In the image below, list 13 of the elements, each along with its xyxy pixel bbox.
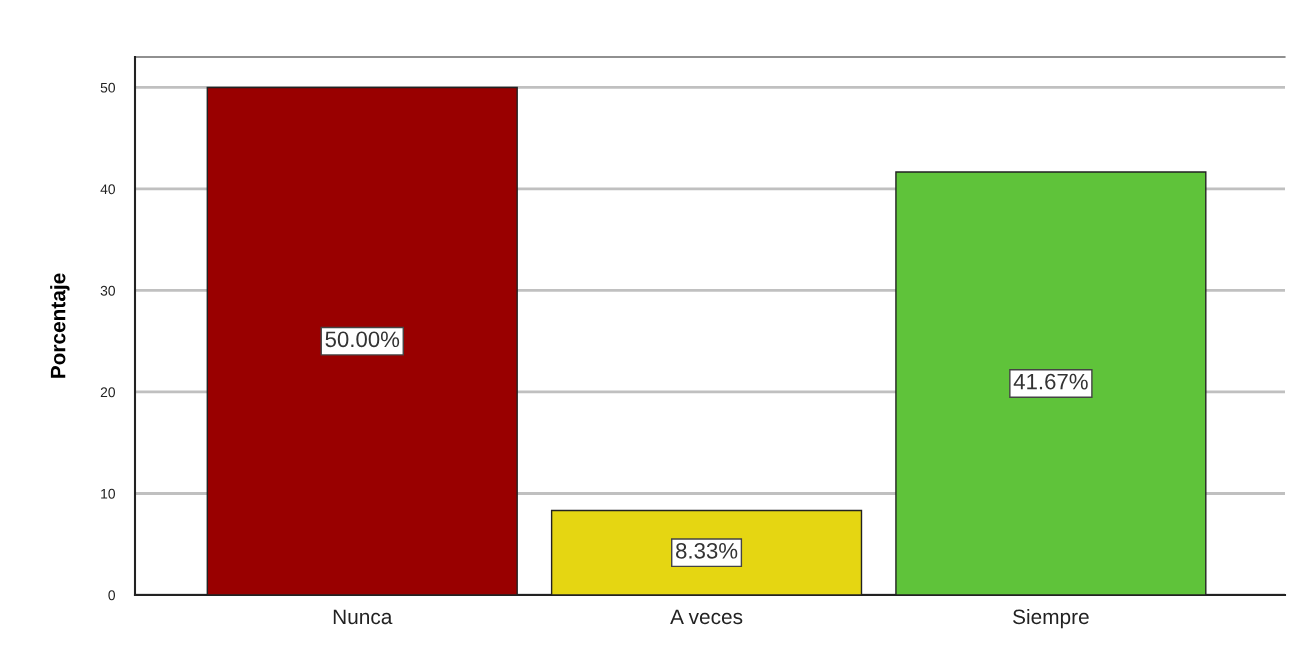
x-tick-label: A veces — [670, 609, 743, 625]
y-tick-label: 20 — [100, 387, 116, 398]
data-label: 8.33% — [676, 542, 738, 559]
y-tick-label: 30 — [100, 285, 116, 296]
y-axis-title: Porcentaje — [50, 273, 70, 378]
y-tick-label: 10 — [101, 488, 116, 499]
y-tick-label: 50 — [100, 82, 116, 93]
x-tick-label: Siempre — [1013, 608, 1089, 629]
data-label: 50.00% — [325, 331, 400, 348]
data-label: 41.67% — [1013, 373, 1088, 390]
y-tick-label: 0 — [108, 590, 116, 601]
x-tick-label: Nunca — [333, 609, 393, 625]
y-tick-label: 40 — [100, 184, 116, 195]
